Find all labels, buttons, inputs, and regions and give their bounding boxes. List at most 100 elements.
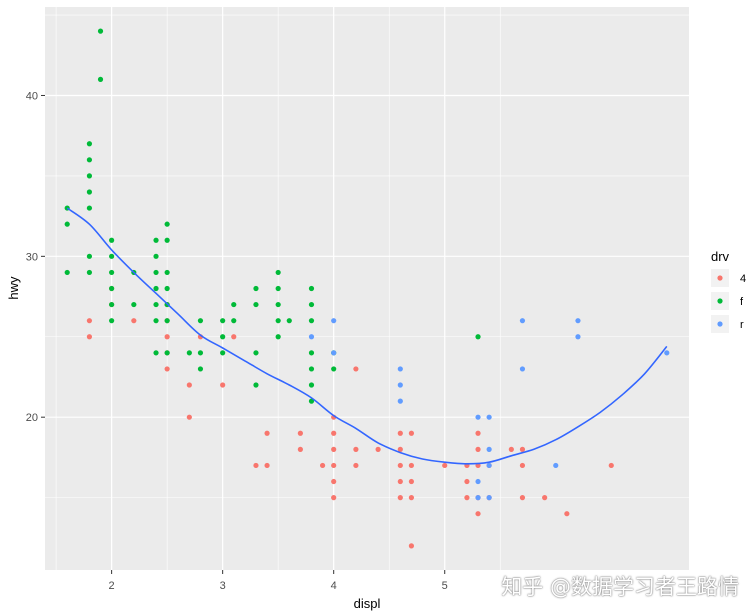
- legend-key-r: [717, 321, 723, 327]
- point-f-52: [286, 318, 292, 324]
- point-4-24: [331, 478, 337, 485]
- data-points: [64, 28, 670, 549]
- legend-key-f: [717, 298, 723, 304]
- point-r-8: [475, 495, 481, 501]
- point-f-43: [253, 285, 259, 292]
- point-f-53: [308, 285, 315, 292]
- point-f-39: [220, 334, 226, 340]
- legend-title: drv: [711, 249, 730, 264]
- point-4-54: [519, 462, 526, 469]
- point-4-32: [397, 446, 403, 452]
- point-4-40: [408, 543, 415, 549]
- point-f-48: [275, 285, 281, 292]
- point-r-2: [331, 350, 337, 356]
- point-f-34: [186, 350, 192, 356]
- point-4-43: [464, 478, 470, 485]
- point-4-0: [86, 318, 93, 324]
- point-4-18: [297, 430, 303, 436]
- point-4-56: [542, 495, 548, 501]
- point-f-4: [86, 157, 93, 163]
- point-f-54: [308, 301, 315, 308]
- point-f-50: [275, 318, 281, 324]
- x-tick-label-4: 4: [331, 580, 337, 592]
- point-f-27: [164, 221, 170, 227]
- point-4-30: [375, 446, 381, 452]
- point-4-17: [264, 430, 270, 436]
- major-gridlines: [45, 7, 689, 570]
- point-f-22: [153, 269, 159, 276]
- point-4-39: [408, 495, 415, 501]
- point-4-22: [331, 446, 337, 452]
- point-f-46: [253, 382, 259, 388]
- point-4-20: [319, 462, 326, 469]
- minor-gridlines: [45, 7, 689, 570]
- point-f-49: [275, 301, 281, 308]
- point-r-4: [397, 382, 403, 388]
- point-f-35: [197, 318, 204, 324]
- point-4-19: [297, 446, 303, 452]
- y-tick-label-40: 40: [26, 90, 38, 102]
- point-f-29: [164, 269, 170, 276]
- legend-label-f: f: [740, 296, 744, 308]
- point-f-58: [308, 382, 315, 388]
- point-4-10: [186, 382, 192, 388]
- y-tick-label-30: 30: [26, 251, 38, 263]
- point-f-2: [64, 269, 70, 276]
- point-f-16: [109, 301, 115, 308]
- point-r-1: [331, 318, 337, 324]
- point-4-46: [475, 446, 481, 452]
- point-4-37: [408, 462, 415, 469]
- point-r-3: [397, 366, 403, 372]
- x-axis-title: displ: [354, 596, 381, 611]
- point-4-41: [442, 462, 448, 469]
- point-4-23: [331, 462, 337, 469]
- point-f-37: [197, 366, 204, 372]
- point-f-41: [231, 301, 237, 308]
- x-tick-label-2: 2: [109, 580, 115, 592]
- point-f-23: [153, 285, 159, 292]
- point-4-34: [397, 478, 403, 485]
- point-4-44: [464, 495, 470, 501]
- point-r-13: [519, 318, 526, 324]
- point-f-47: [275, 269, 281, 276]
- point-4-15: [253, 462, 259, 469]
- point-f-20: [153, 237, 159, 243]
- point-r-16: [575, 318, 581, 324]
- point-f-45: [253, 350, 259, 356]
- point-4-33: [397, 462, 403, 469]
- point-f-44: [253, 301, 259, 308]
- point-r-5: [397, 398, 403, 404]
- point-f-15: [109, 285, 115, 292]
- point-4-21: [331, 430, 337, 436]
- point-f-21: [153, 253, 159, 259]
- point-4-45: [475, 430, 481, 436]
- point-4-49: [475, 511, 481, 517]
- point-r-9: [486, 414, 492, 420]
- point-f-13: [109, 253, 115, 259]
- point-f-32: [164, 318, 170, 324]
- point-f-26: [153, 350, 159, 356]
- point-r-14: [519, 366, 526, 372]
- point-4-4: [131, 318, 137, 324]
- legend-label-4: 4: [740, 273, 746, 285]
- point-f-57: [308, 366, 315, 372]
- point-f-3: [86, 141, 93, 147]
- point-f-5: [86, 173, 93, 179]
- legend: drv 4 f r: [711, 249, 746, 333]
- x-tick-label-5: 5: [442, 580, 448, 592]
- point-f-10: [97, 28, 104, 34]
- point-f-11: [97, 76, 104, 82]
- point-4-9: [164, 366, 170, 372]
- point-r-11: [486, 462, 492, 469]
- point-4-29: [353, 366, 359, 372]
- point-f-25: [153, 318, 159, 324]
- point-4-58: [608, 462, 614, 469]
- point-4-1: [86, 334, 93, 340]
- point-4-52: [508, 446, 514, 452]
- point-f-6: [86, 189, 93, 195]
- x-tick-label-3: 3: [220, 580, 226, 592]
- point-r-18: [664, 350, 670, 356]
- axis-ticks: 2 3 4 5 20 30 40: [26, 90, 448, 592]
- point-f-19: [131, 301, 137, 308]
